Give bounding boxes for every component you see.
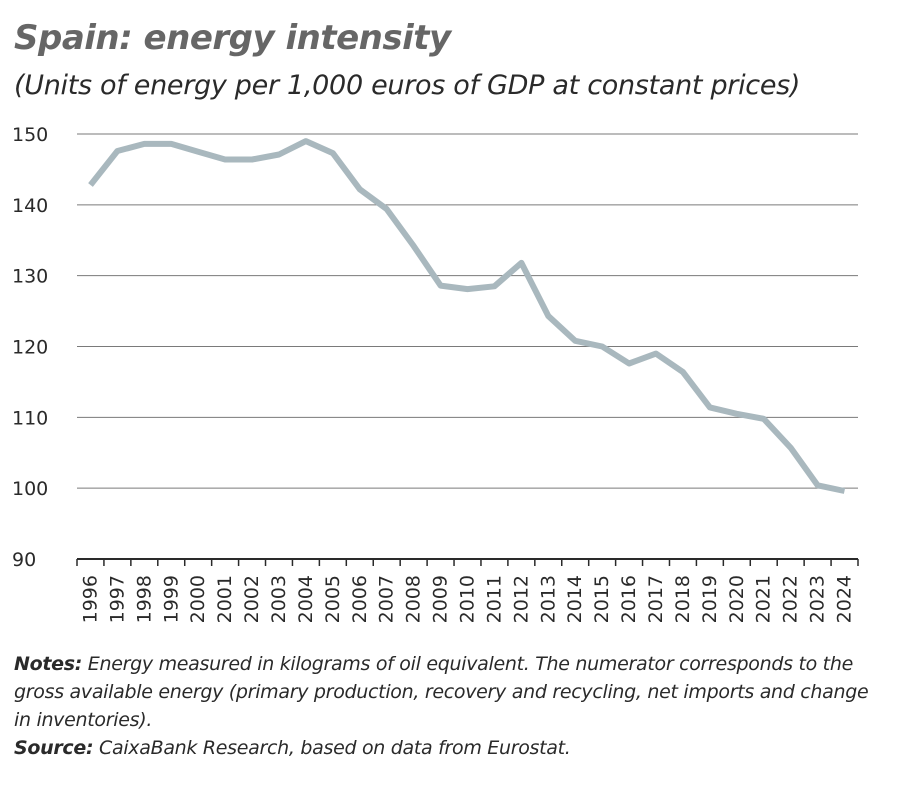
x-tick-label: 2011 [483,575,505,623]
x-tick-label: 1998 [133,575,155,623]
notes-text: Energy measured in kilograms of oil equi… [14,653,869,731]
source-paragraph: Source: CaixaBank Research, based on dat… [14,734,884,762]
y-tick-label: 110 [12,407,48,429]
x-tick-label: 2024 [834,575,856,623]
x-tick-label: 2013 [537,575,559,623]
x-tick-label: 2009 [430,575,452,623]
x-tick-label: 2022 [780,575,802,623]
x-tick-label: 2014 [564,575,586,623]
x-tick-label: 2002 [241,575,263,623]
series-line [88,138,846,494]
notes-label: Notes: [14,653,83,675]
x-tick-label: 1996 [79,575,101,623]
x-tick-label: 2006 [349,575,371,623]
x-tick-label: 2021 [753,575,775,623]
x-tick-label: 2005 [322,575,344,623]
source-label: Source: [14,737,94,759]
x-tick-label: 1999 [160,575,182,623]
x-tick-label: 2000 [187,575,209,623]
y-axis: 90 100 110 120 130 140 150 [12,124,48,571]
grid-lines [77,133,858,489]
x-tick-label: 2010 [457,575,479,623]
x-axis: 1996 1997 1998 1999 2000 2001 2002 2003 2004 2005… [76,558,859,623]
x-tick-label: 2012 [510,575,532,623]
y-tick-label: 120 [12,337,48,359]
x-tick-label: 2016 [618,575,640,623]
chart-title: Spain: energy intensity [14,18,451,58]
x-tick-label: 2018 [672,575,694,623]
series-layer [88,138,846,494]
x-tick-label: 2001 [214,575,236,623]
notes-paragraph: Notes: Energy measured in kilograms of o… [14,650,884,734]
y-tick-label: 140 [12,195,48,217]
x-tick-label: 2015 [591,575,613,623]
y-tick-label: 150 [12,124,48,146]
x-tick-label: 2008 [403,575,425,623]
y-tick-label: 90 [12,549,36,571]
x-tick-label: 2007 [376,575,398,623]
source-text: CaixaBank Research, based on data from E… [93,737,571,759]
x-tick-label: 1997 [106,575,128,623]
y-tick-label: 130 [12,266,48,288]
notes-block: Notes: Energy measured in kilograms of o… [14,650,884,762]
chart-subtitle: (Units of energy per 1,000 euros of GDP … [14,70,801,101]
x-tick-label: 2019 [699,575,721,623]
x-tick-label: 2003 [268,575,290,623]
x-tick-label: 2017 [645,575,667,623]
x-tick-label: 2020 [726,575,748,623]
x-tick-label: 2004 [295,575,317,623]
y-tick-label: 100 [12,478,48,500]
x-tick-label: 2023 [807,575,829,623]
